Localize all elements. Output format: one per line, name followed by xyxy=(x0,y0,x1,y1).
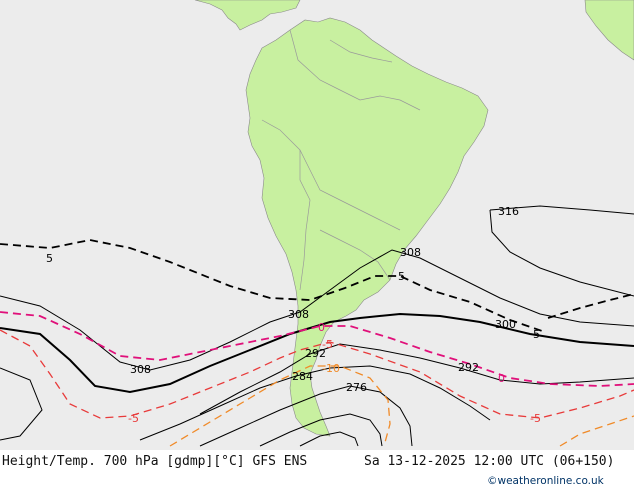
south-america-land xyxy=(245,17,489,437)
contour-268 xyxy=(259,413,383,447)
map-area[interactable]: 316 308 308 308 300 292 292 284 276 5 5 … xyxy=(0,0,634,450)
label-284: 284 xyxy=(292,370,313,383)
label-300: 300 xyxy=(495,318,516,331)
label-temp-5-east: 5 xyxy=(533,328,540,341)
contour-316 xyxy=(489,205,634,297)
map-title: Height/Temp. 700 hPa [gdmp][°C] GFS ENS xyxy=(2,454,308,469)
label-temp-minus5-east: -5 xyxy=(530,412,541,425)
map-svg: 316 308 308 308 300 292 292 284 276 5 5 … xyxy=(0,0,634,447)
contour-284 xyxy=(139,365,491,441)
temperature-labels: 5 5 5 0 0 -5 -5 -5 -10 xyxy=(46,252,541,425)
label-temp-minus10: -10 xyxy=(322,362,340,375)
label-temp-minus5-center: -5 xyxy=(322,338,333,351)
label-temp-0-east: 0 xyxy=(498,372,505,385)
contour-260 xyxy=(299,431,359,447)
label-temp-minus5-west: -5 xyxy=(128,412,139,425)
label-308-east: 308 xyxy=(400,246,421,259)
isotherm-5 xyxy=(0,239,634,333)
label-276: 276 xyxy=(346,381,367,394)
contour-292 xyxy=(0,343,634,441)
label-temp-0-center: 0 xyxy=(318,321,325,334)
north-america-land xyxy=(194,0,301,31)
isotherm-minus10 xyxy=(169,365,634,447)
label-temp-5-west: 5 xyxy=(46,252,53,265)
country-borders xyxy=(261,29,421,291)
label-292-east: 292 xyxy=(458,361,479,374)
temperature-contours xyxy=(0,239,634,447)
label-292-center: 292 xyxy=(305,347,326,360)
label-308-center: 308 xyxy=(288,308,309,321)
height-labels: 316 308 308 308 300 292 292 284 276 xyxy=(130,205,519,394)
footer: Height/Temp. 700 hPa [gdmp][°C] GFS ENS … xyxy=(0,450,634,490)
isotherm-minus5 xyxy=(0,329,634,419)
contour-276 xyxy=(199,385,413,447)
credit-link[interactable]: ©weatheronline.co.uk xyxy=(487,475,604,487)
africa-land xyxy=(584,0,634,61)
map-datetime: Sa 13-12-2025 12:00 UTC (06+150) xyxy=(364,454,615,469)
label-308-west: 308 xyxy=(130,363,151,376)
contour-308 xyxy=(0,249,634,371)
label-316: 316 xyxy=(498,205,519,218)
label-temp-5-center: 5 xyxy=(398,270,405,283)
